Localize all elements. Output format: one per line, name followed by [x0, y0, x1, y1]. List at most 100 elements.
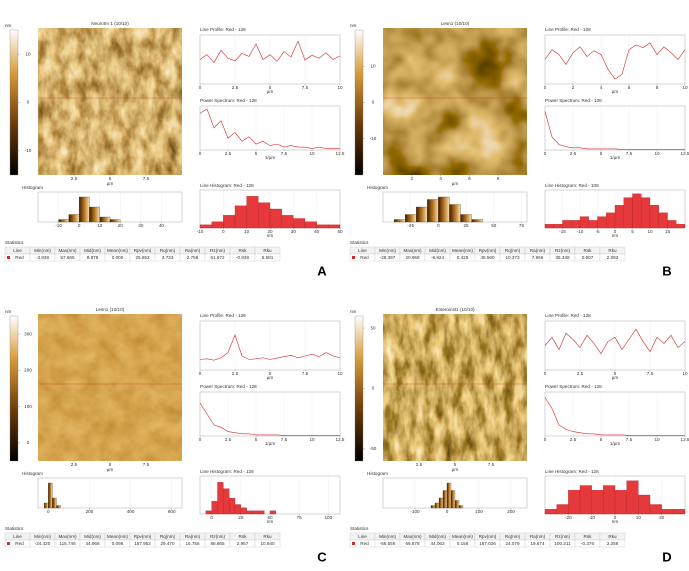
axis-label: µm	[452, 181, 459, 186]
table-value: 2.093	[607, 255, 619, 260]
x-tick-label: 7.5	[281, 437, 288, 442]
table-value: 48.560	[480, 255, 494, 260]
x-tick-label: 10	[682, 85, 688, 90]
chart-title: Histogram	[22, 471, 43, 476]
x-tick-label: -10	[197, 229, 204, 234]
table-header: Rpv(nm)	[479, 534, 497, 539]
table-value: 8.878	[87, 255, 99, 260]
plot-frame	[199, 105, 341, 151]
colorbar-tick-label: 10	[370, 63, 376, 68]
table-value: -56.556	[380, 541, 396, 546]
x-tick-label: 10	[97, 223, 103, 228]
x-tick-label: 7.5	[488, 462, 495, 467]
x-tick-label: 15	[665, 229, 671, 234]
histogram-bar	[109, 219, 121, 223]
table-header: Mid(nm)	[84, 534, 101, 539]
histogram-bar	[99, 216, 111, 223]
histogram-bar	[58, 219, 70, 223]
x-tick-label: 10	[337, 371, 343, 376]
colorbar	[354, 29, 364, 176]
table-header: Line	[13, 534, 22, 539]
histogram-bar	[211, 501, 218, 515]
table-header: Max(nm)	[403, 534, 422, 539]
axis-label: µm	[612, 89, 619, 94]
histogram-bar	[579, 485, 592, 515]
table-header: Min(nm)	[379, 534, 396, 539]
histogram-bar	[427, 199, 439, 223]
histogram-bar	[623, 197, 633, 229]
histogram-bar	[454, 500, 460, 509]
series-swatch	[7, 256, 10, 259]
histogram-bar	[434, 502, 440, 509]
table-value: 115.746	[59, 541, 76, 546]
x-tick-label: -20	[565, 515, 572, 520]
colorbar-tick-label: 100	[24, 404, 32, 409]
plot-frame	[544, 391, 686, 437]
plot-frame	[544, 34, 686, 85]
image-title: Lesn1 (10/10)	[96, 307, 125, 312]
table-cell	[254, 539, 281, 548]
x-tick-label: -5	[595, 229, 600, 234]
x-tick-label: 12.5	[336, 437, 345, 442]
table-value: -24.420	[35, 541, 51, 546]
x-tick-label: 0	[47, 509, 50, 514]
x-tick-label: 100	[475, 509, 483, 514]
table-header: Rz(nm)	[210, 534, 226, 539]
table-header: Mean(nm)	[452, 534, 473, 539]
table-header: Rpv(nm)	[479, 248, 497, 253]
x-tick-label: 10	[654, 437, 660, 442]
data-line	[199, 108, 340, 149]
x-tick-label: 2.5	[232, 85, 239, 90]
x-tick-label: 2	[572, 85, 575, 90]
table-value: 25.652	[135, 255, 149, 260]
x-tick-label: 5	[600, 437, 603, 442]
table-value: 66.678	[405, 541, 419, 546]
x-tick-label: 20	[267, 229, 273, 234]
histogram-bar	[252, 510, 259, 515]
data-line	[544, 42, 686, 80]
colorbar-tick-label: -50	[370, 446, 377, 451]
colorbar-label: nm	[5, 23, 12, 28]
histogram-bar	[438, 196, 450, 223]
colorbar-label: nm	[5, 309, 12, 314]
table-header: Mid(nm)	[429, 248, 446, 253]
plot-frame	[37, 477, 183, 509]
table-header: Rku	[608, 248, 617, 253]
histogram-bar	[460, 214, 472, 223]
table-value: 0.156	[457, 541, 469, 546]
table-header: Rku	[263, 534, 272, 539]
x-tick-label: 600	[168, 509, 176, 514]
histogram-bar	[281, 215, 294, 229]
x-tick-label: 5	[454, 462, 457, 467]
colorbar-tick-label: 200	[24, 368, 32, 373]
histogram-bar	[405, 214, 417, 223]
x-tick-label: 5	[600, 151, 603, 156]
histogram-bar	[246, 510, 253, 515]
histogram-bar	[638, 494, 651, 515]
stats-title: Statistics	[350, 240, 369, 245]
axis-label: 1/µm	[265, 441, 275, 446]
x-tick-label: 2.5	[577, 371, 584, 376]
table-value: Red	[360, 541, 369, 546]
histogram-bar	[649, 504, 662, 515]
x-tick-label: 10	[682, 371, 688, 376]
panel-label: C	[317, 549, 327, 564]
histogram-bar	[442, 490, 448, 509]
data-line	[544, 111, 685, 150]
table-header: Ra(nm)	[185, 248, 201, 253]
chart-title: Line Profile: Red - 108	[545, 27, 591, 32]
x-tick-label: -100	[410, 509, 420, 514]
table-value: 157.952	[134, 541, 151, 546]
x-tick-label: 40	[314, 229, 320, 234]
x-tick-label: 5	[255, 151, 258, 156]
table-value: Red	[15, 255, 24, 260]
axis-label: µm	[267, 89, 274, 94]
table-header: Mean(nm)	[452, 248, 473, 253]
x-tick-label: 7.5	[302, 371, 309, 376]
x-tick-label: 5	[109, 462, 112, 467]
chart-title: Line Profile: Red - 128	[200, 27, 246, 32]
x-tick-label: 40	[159, 223, 165, 228]
x-tick-label: 0	[210, 515, 213, 520]
x-tick-label: 4	[600, 85, 603, 90]
table-value: -28.397	[380, 255, 396, 260]
